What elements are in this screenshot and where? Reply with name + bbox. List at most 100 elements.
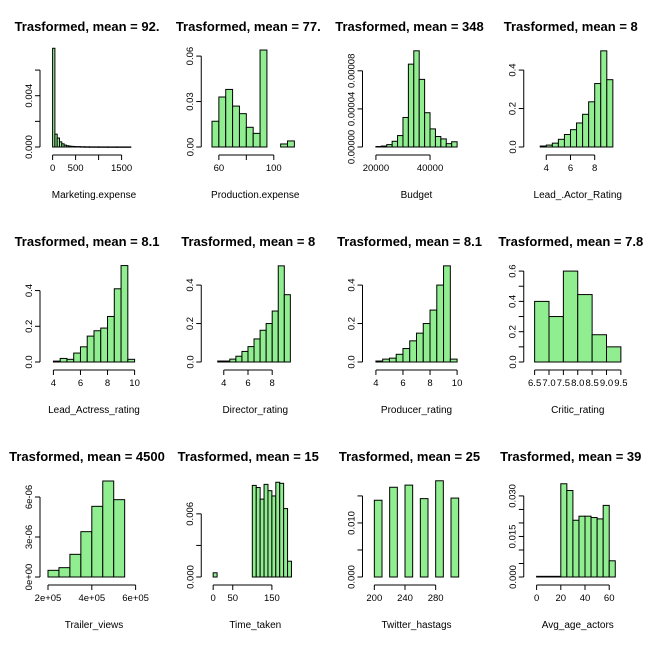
histogram-bar [288,561,292,577]
histogram-bar [103,481,114,577]
x-tick-label: 6 [78,378,83,389]
histogram-bar [383,359,390,362]
histogram-bar [278,266,284,362]
histogram-bar [59,568,70,577]
histogram-panel: Trasformed, mean = 15 0 50 150 0.000 0.006 Tim… [178,449,319,631]
histogram-bar [607,80,613,147]
y-tick-label: 0.004 [24,84,35,108]
histogram-bar [396,354,403,362]
histogram-bar [87,336,94,362]
x-tick-label: 50 [227,593,238,604]
histogram-bar [450,359,457,362]
y-tick-label: 0.000 [24,135,35,159]
histogram-panel: Trasformed, mean = 39 0 20 40 60 0.000 0.015 0.… [500,449,641,631]
histogram-bar [419,79,424,147]
histogram-panel: Trasformed, mean = 8 4 6 8 0.0 0.2 0.4 Director… [181,234,315,416]
panel-title: Trasformed, mean = 77. [176,19,321,34]
histogram-bar [230,359,236,362]
x-tick-label: 4 [221,378,226,389]
histogram-bar [239,114,246,147]
x-tick-label: 1500 [111,163,132,174]
x-axis-label: Lead_Actress_rating [48,405,140,416]
y-tick-label: 0.0 [508,140,519,153]
histogram-bar [607,347,621,362]
x-axis-label: Director_rating [222,405,288,416]
panel-title: Trasformed, mean = 8.1 [15,234,160,249]
panel-title: Trasformed, mean = 8 [504,19,638,34]
histogram-bar [585,516,591,577]
histogram-bar [537,576,561,577]
histogram-bar [387,145,392,147]
histogram-panel: Trasformed, mean = 8.1 4 6 8 10 0.0 0.2 0.4 Lead… [15,234,160,416]
x-tick-label: 60 [604,593,615,604]
histogram-bar [218,361,224,362]
histogram-bar [425,113,430,147]
histogram-bar [410,341,417,362]
histogram-bar [60,358,67,362]
x-axis-label: Producer_rating [381,405,452,416]
y-tick-label: 3e-06 [24,525,35,549]
histogram-bar [254,339,260,362]
histogram-bar [121,266,128,362]
histogram-bar [420,499,428,577]
histogram-bar [53,48,55,147]
histogram-bar [242,351,248,362]
y-tick-label: 0.03 [185,92,196,111]
histogram-bar [441,139,446,147]
histogram-bar [381,146,386,147]
histogram-bar [266,324,272,362]
x-tick-label: 9.5 [614,378,627,389]
histogram-bar [430,310,437,362]
histogram-bar [552,143,558,147]
histogram-bar [403,349,410,362]
x-tick-label: 2e+05 [35,593,62,604]
x-tick-label: 8 [592,163,597,174]
histogram-bar [535,301,549,362]
histogram-bar [446,144,451,147]
histogram-bar [67,359,74,362]
histogram-bar [578,295,592,362]
panel-title: Trasformed, mean = 8.1 [337,234,482,249]
x-tick-label: 280 [428,593,444,604]
x-tick-label: 8.0 [571,378,584,389]
histogram-bar [264,484,268,577]
panel-title: Trasformed, mean = 25 [339,449,480,464]
panel-title: Trasformed, mean = 92. [15,19,160,34]
histogram-bar [577,123,583,147]
histogram-bar [213,573,217,577]
histogram-bar [561,484,567,577]
y-tick-label: 0.0 [24,355,35,368]
histogram-bar [256,488,260,577]
y-tick-label: 0.6 [508,264,519,277]
histogram-bar [226,89,233,147]
histogram-bar [74,353,81,362]
x-tick-label: 7.5 [557,378,570,389]
histogram-bar [573,520,579,577]
histogram-bar [284,509,288,577]
histogram-bar [53,361,60,362]
y-tick-label: 0.006 [185,502,196,526]
histogram-panel: Trasformed, mean = 7.8 6.5 7.0 7.5 8.0 8.5 9.0… [498,234,643,416]
histogram-bar [253,133,260,147]
histogram-bar [233,106,240,147]
x-tick-label: 0 [50,163,55,174]
histogram-bar [595,84,601,147]
histogram-bar [592,335,606,362]
x-tick-label: 6 [568,163,573,174]
y-tick-label: 0.030 [508,484,519,508]
histogram-bar [236,356,242,362]
histogram-bar [108,316,115,362]
x-axis-label: Trailer_views [65,620,124,631]
histogram-bar [589,102,595,147]
x-tick-label: 8 [270,378,275,389]
histogram-bar [579,516,585,577]
y-tick-label: 0.4 [185,278,196,291]
histogram-bar [390,487,398,577]
histogram-bar [452,142,457,147]
histogram-bar [414,51,419,147]
panel-title: Trasformed, mean = 39 [500,449,641,464]
x-tick-label: 20000 [363,163,389,174]
panel-title: Trasformed, mean = 15 [178,449,319,464]
x-tick-label: 4 [373,378,378,389]
panel-title: Trasformed, mean = 7.8 [498,234,643,249]
